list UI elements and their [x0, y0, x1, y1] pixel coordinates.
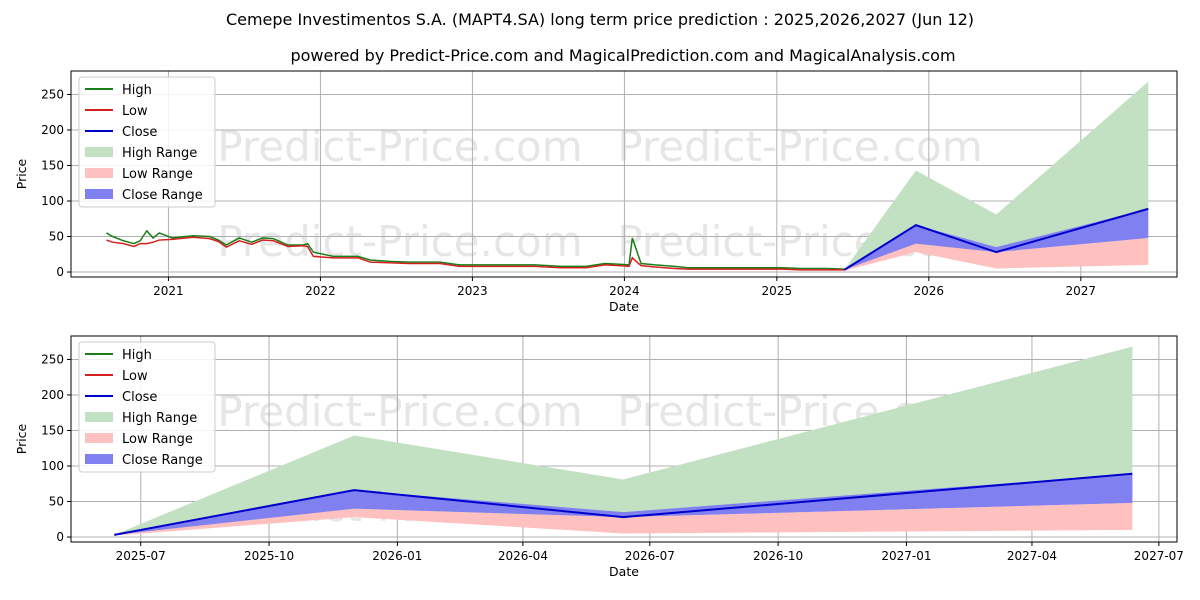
y-tick-label: 250: [41, 87, 64, 101]
legend-entry: High Range: [122, 411, 197, 426]
y-tick-label: 50: [49, 495, 64, 509]
legend-entry: High: [122, 348, 152, 363]
chart-subtitle: powered by Predict-Price.com and Magical…: [290, 46, 955, 65]
y-tick-label: 150: [41, 158, 64, 172]
x-tick-label: 2026-01: [372, 549, 422, 563]
x-tick-label: 2021: [153, 284, 184, 298]
legend: High Low Close High Range Low Range Close Ran…: [78, 341, 216, 473]
upper-chart-panel: Predict-Price.com Predict-Price.comPredic…: [14, 70, 1178, 314]
y-tick-label: 0: [56, 530, 64, 544]
y-tick-label: 200: [41, 388, 64, 402]
close-series-line: [843, 207, 1149, 271]
legend-swatch: [85, 189, 113, 199]
close-range-area: [114, 473, 1133, 535]
high-range-area: [114, 346, 1133, 535]
y-tick-label: 200: [41, 123, 64, 137]
low-series-line: [106, 236, 845, 271]
y-tick-label: 100: [41, 194, 64, 208]
low-range-area: [114, 502, 1133, 536]
high-range-area: [844, 81, 1149, 270]
legend: High Low Close High Range Low Range Close Ran…: [78, 76, 216, 208]
y-tick-label: 50: [49, 230, 64, 244]
y-axis-label: Price: [14, 158, 29, 189]
x-tick-label: 2027: [1066, 284, 1097, 298]
high-series-line: [106, 229, 845, 270]
y-tick-label: 100: [41, 459, 64, 473]
y-tick-label: 250: [41, 352, 64, 366]
legend-swatch: [85, 454, 113, 464]
x-tick-label: 2024: [609, 284, 640, 298]
x-tick-label: 2022: [305, 284, 336, 298]
legend-swatch: [85, 433, 113, 443]
legend-entry: Close: [122, 125, 157, 140]
x-tick-label: 2027-01: [881, 549, 931, 563]
chart-title: Cemepe Investimentos S.A. (MAPT4.SA) lon…: [226, 10, 974, 29]
x-tick-label: 2027-07: [1134, 549, 1184, 563]
close-series-line: [114, 472, 1133, 536]
x-axis-label: Date: [609, 564, 639, 579]
y-tick-label: 0: [56, 265, 64, 279]
close-range-area: [844, 208, 1149, 270]
legend-entry: Low: [122, 104, 148, 119]
legend-entry: Low Range: [122, 432, 193, 447]
legend-entry: Close Range: [122, 188, 203, 203]
gridlines: [71, 71, 1177, 277]
legend-swatch: [85, 412, 113, 422]
legend-swatch: [85, 168, 113, 178]
plot-frame: [70, 335, 1178, 543]
x-tick-label: 2026-10: [753, 549, 803, 563]
x-tick-label: 2026-07: [625, 549, 675, 563]
legend-entry: Close: [122, 390, 157, 405]
low-range-area: [844, 237, 1149, 271]
y-axis-label: Price: [14, 423, 29, 454]
x-tick-label: 2023: [457, 284, 488, 298]
x-tick-label: 2027-04: [1007, 549, 1057, 563]
lower-chart-panel: Predict-Price.comPredict-Price.comPredic…: [14, 335, 1184, 579]
legend-entry: High: [122, 83, 152, 98]
legend-entry: Low: [122, 369, 148, 384]
legend-entry: Close Range: [122, 453, 203, 468]
watermark-text: Predict-Price.com: [217, 217, 582, 266]
legend-entry: Low Range: [122, 167, 193, 182]
x-tick-label: 2026: [914, 284, 945, 298]
x-axis-label: Date: [609, 299, 639, 314]
legend-entry: High Range: [122, 146, 197, 161]
x-tick-label: 2025: [762, 284, 793, 298]
legend-swatch: [85, 147, 113, 157]
y-tick-label: 150: [41, 423, 64, 437]
x-tick-label: 2025-10: [244, 549, 294, 563]
x-tick-label: 2026-04: [498, 549, 548, 563]
x-tick-label: 2025-07: [116, 549, 166, 563]
